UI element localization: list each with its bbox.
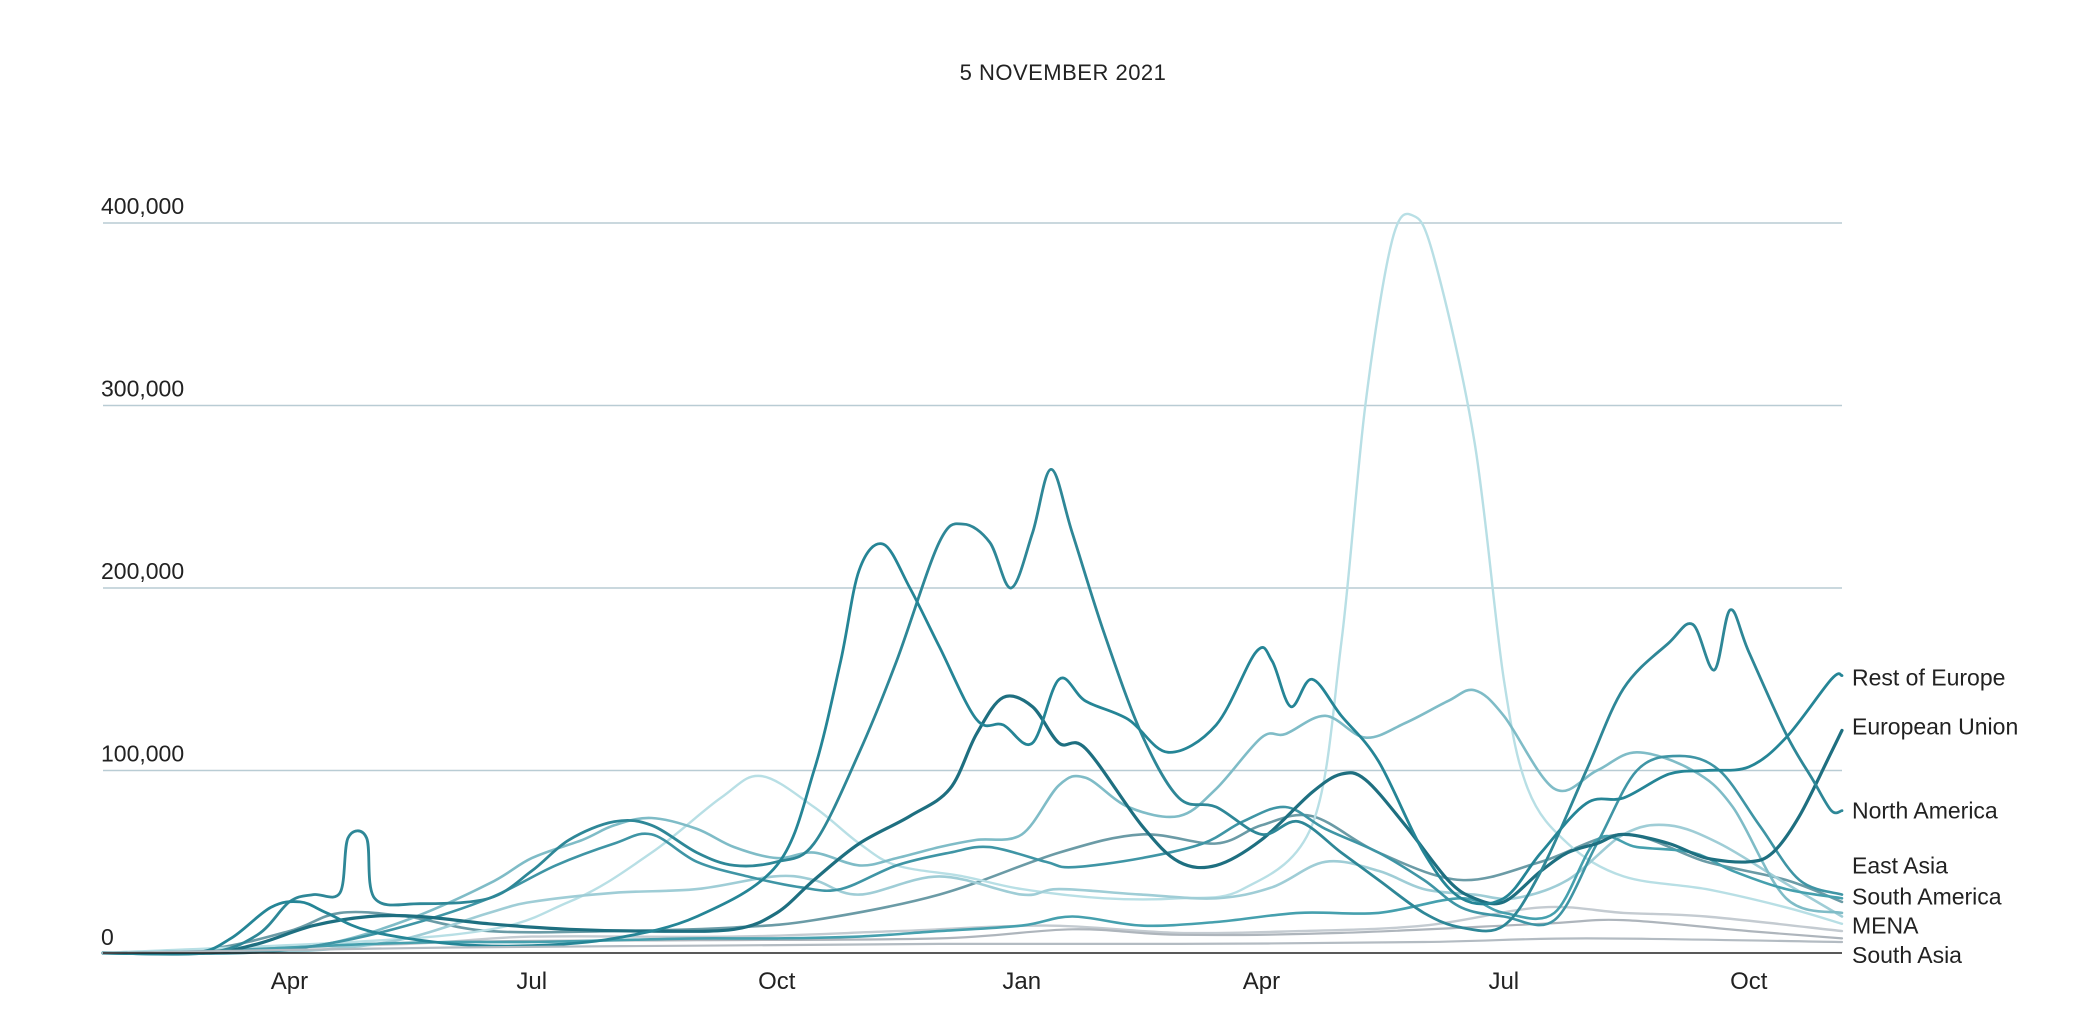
x-tick-label-0: Apr: [271, 968, 308, 995]
chart-title: 5 NOVEMBER 2021: [960, 60, 1167, 85]
series-line-8: [101, 694, 1844, 956]
x-tick-label-2: Oct: [758, 968, 796, 995]
series-end-labels: Rest of Europe European Union North Americ…: [1852, 664, 2018, 967]
y-tick-label-1: 100,000: [101, 741, 184, 767]
series-label-5: MENA: [1852, 913, 1919, 939]
series-line-11: [101, 937, 1844, 955]
series-line-9: [101, 468, 1844, 956]
series-line-10: [101, 542, 1844, 956]
series-label-3: East Asia: [1852, 852, 1948, 878]
x-tick-label-5: Jul: [1488, 968, 1519, 995]
y-tick-label-0: 0: [101, 924, 114, 950]
y-axis-tick-labels: 0 100,000 200,000 300,000 400,000: [101, 193, 184, 950]
series-label-0: Rest of Europe: [1852, 664, 2005, 690]
series-line-1: [101, 905, 1844, 955]
y-tick-label-2: 200,000: [101, 558, 184, 584]
series-label-2: North America: [1852, 798, 1998, 824]
series-label-4: South America: [1852, 883, 2002, 909]
series-lines: [101, 212, 1844, 956]
series-line-5: [101, 688, 1844, 955]
x-tick-label-6: Oct: [1730, 968, 1768, 995]
x-axis-tick-labels: Apr Jul Oct Jan Apr Jul Oct: [271, 968, 1768, 995]
x-tick-label-1: Jul: [516, 968, 547, 995]
series-label-6: South Asia: [1852, 942, 1962, 968]
y-tick-label-4: 400,000: [101, 193, 184, 219]
series-line-3: [101, 212, 1844, 955]
x-tick-label-4: Apr: [1243, 968, 1280, 995]
gridlines: [103, 222, 1842, 772]
series-label-1: European Union: [1852, 714, 2018, 740]
y-tick-label-3: 300,000: [101, 376, 184, 402]
x-tick-label-3: Jan: [1002, 968, 1041, 995]
series-line-7: [101, 754, 1844, 955]
